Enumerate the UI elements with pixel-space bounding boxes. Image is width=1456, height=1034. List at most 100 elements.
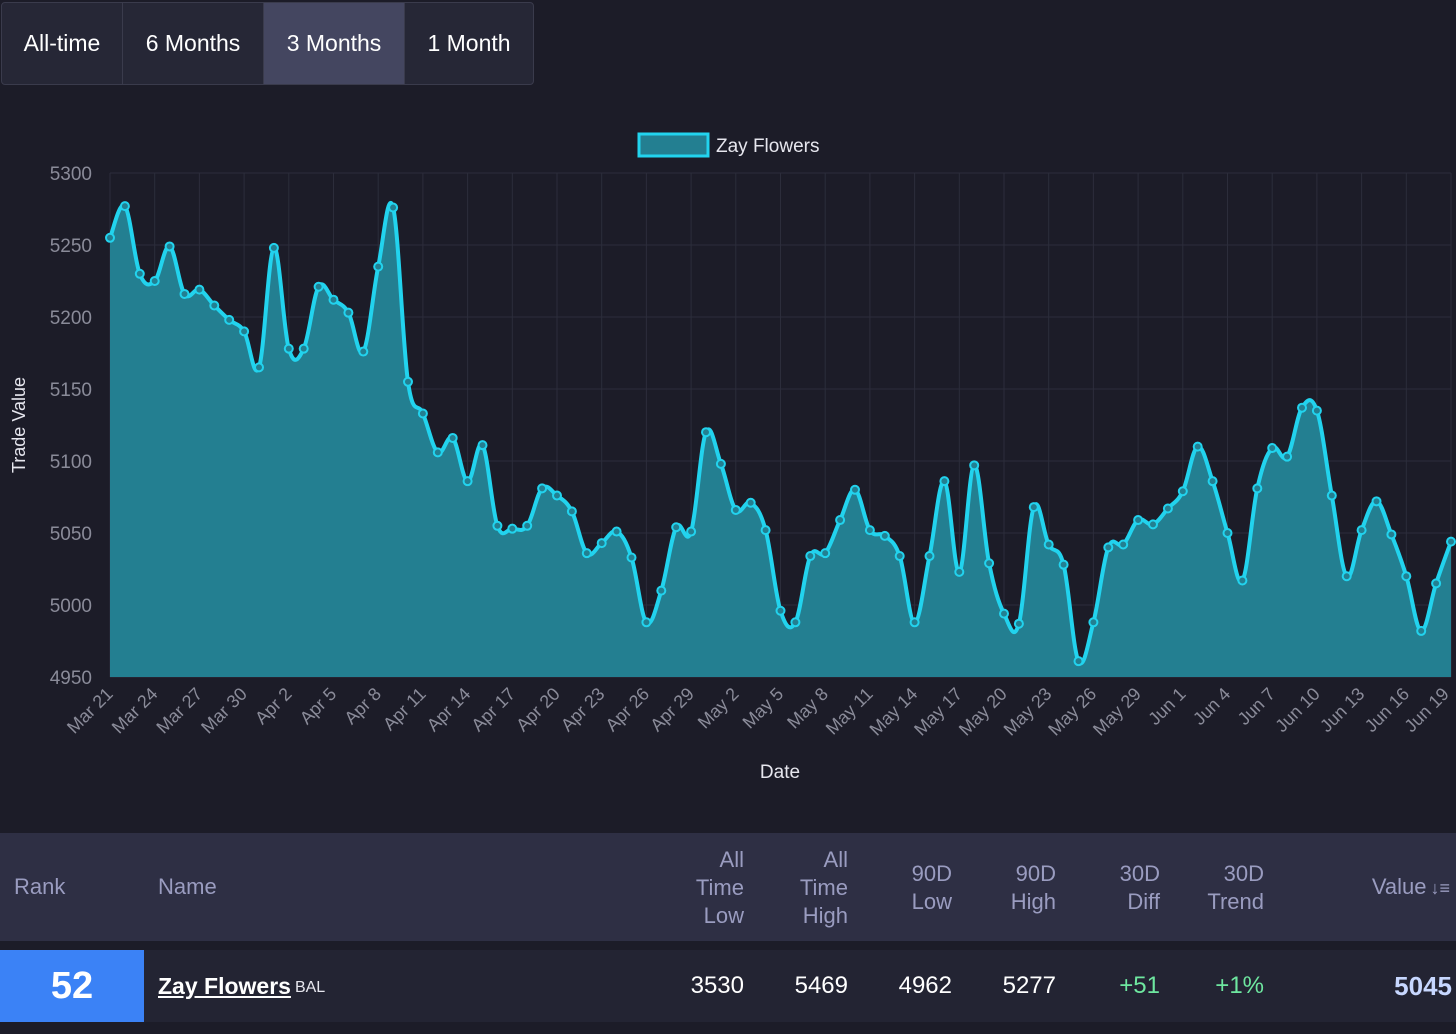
data-point[interactable] [1162, 503, 1173, 514]
data-point[interactable] [656, 585, 667, 596]
data-point[interactable] [641, 617, 652, 628]
data-point[interactable] [671, 522, 682, 533]
data-point[interactable] [209, 300, 220, 311]
data-point[interactable] [194, 284, 205, 295]
data-point[interactable] [1237, 575, 1248, 586]
data-point[interactable] [358, 346, 369, 357]
data-point[interactable] [119, 201, 130, 212]
data-point[interactable] [432, 447, 443, 458]
data-point[interactable] [864, 525, 875, 536]
data-point[interactable] [373, 261, 384, 272]
data-point[interactable] [552, 490, 562, 501]
chart-legend[interactable]: Zay Flowers [637, 132, 819, 158]
data-point[interactable] [730, 504, 741, 515]
data-point[interactable] [164, 241, 175, 252]
data-point[interactable] [522, 520, 533, 531]
data-point[interactable] [447, 432, 458, 443]
data-point[interactable] [701, 427, 711, 438]
data-point[interactable] [388, 202, 399, 213]
data-point[interactable] [1252, 483, 1263, 494]
header-90d-low[interactable]: 90D Low [912, 860, 952, 916]
header-all-time-low[interactable]: All Time Low [696, 846, 744, 930]
data-point[interactable] [1416, 625, 1427, 636]
data-point[interactable] [1148, 519, 1158, 530]
data-point[interactable] [1371, 496, 1382, 507]
data-point[interactable] [835, 515, 846, 526]
data-point[interactable] [1058, 559, 1069, 570]
player-name-link[interactable]: Zay Flowers [158, 972, 291, 999]
data-point[interactable] [1222, 528, 1233, 538]
data-point[interactable] [1043, 539, 1054, 550]
header-name[interactable]: Name [158, 874, 217, 899]
data-point[interactable] [686, 526, 697, 537]
data-point[interactable] [1073, 656, 1084, 667]
data-point[interactable] [894, 551, 905, 562]
data-point[interactable] [775, 605, 786, 616]
data-point[interactable] [969, 460, 980, 471]
data-point[interactable] [1103, 542, 1114, 553]
data-point[interactable] [417, 408, 428, 419]
data-point[interactable] [477, 440, 488, 451]
data-point[interactable] [537, 483, 548, 494]
header-30d-diff[interactable]: 30D Diff [1120, 860, 1160, 916]
header-rank[interactable]: Rank [14, 874, 66, 899]
data-point[interactable] [105, 232, 115, 243]
data-point[interactable] [283, 343, 294, 354]
table-row[interactable]: 52 Zay Flowers BAL 3530 5469 4962 5277 +… [0, 950, 1456, 1022]
data-point[interactable] [1118, 539, 1129, 550]
data-point[interactable] [179, 288, 190, 299]
data-point[interactable] [909, 617, 920, 628]
data-point[interactable] [805, 551, 816, 562]
data-point[interactable] [298, 343, 309, 354]
data-point[interactable] [581, 548, 592, 559]
data-point[interactable] [626, 552, 637, 563]
data-point[interactable] [1386, 529, 1397, 540]
tab-3-months[interactable]: 3 Months [264, 3, 405, 84]
data-point[interactable] [1356, 525, 1367, 536]
data-point[interactable] [566, 506, 577, 517]
data-point[interactable] [1177, 486, 1188, 497]
data-point[interactable] [1028, 502, 1039, 513]
data-point[interactable] [403, 376, 413, 387]
data-point[interactable] [939, 476, 950, 487]
data-point[interactable] [149, 276, 160, 286]
data-point[interactable] [596, 538, 607, 549]
data-point[interactable] [820, 548, 831, 559]
data-point[interactable] [1431, 578, 1442, 589]
header-all-time-high[interactable]: All Time High [800, 846, 848, 930]
data-point[interactable] [745, 497, 756, 508]
data-point[interactable] [879, 530, 890, 541]
data-point[interactable] [924, 551, 935, 562]
tab-all-time[interactable]: All-time [2, 3, 123, 84]
data-point[interactable] [1133, 515, 1144, 526]
data-point[interactable] [1192, 441, 1203, 452]
data-point[interactable] [224, 314, 235, 325]
data-point[interactable] [1326, 490, 1337, 501]
data-point[interactable] [134, 268, 145, 279]
data-point[interactable] [1297, 402, 1307, 413]
data-point[interactable] [328, 294, 339, 305]
tab-6-months[interactable]: 6 Months [123, 3, 264, 84]
data-point[interactable] [1267, 443, 1278, 454]
data-point[interactable] [1311, 405, 1322, 416]
data-point[interactable] [507, 523, 518, 534]
tab-1-month[interactable]: 1 Month [427, 30, 511, 56]
data-point[interactable] [313, 281, 324, 292]
data-point[interactable] [492, 520, 503, 531]
data-point[interactable] [1207, 476, 1218, 487]
data-point[interactable] [850, 484, 860, 495]
data-point[interactable] [954, 566, 965, 577]
data-point[interactable] [239, 326, 250, 337]
data-point[interactable] [268, 242, 279, 253]
data-point[interactable] [1088, 617, 1099, 628]
data-point[interactable] [760, 525, 771, 536]
header-30d-trend[interactable]: 30D Trend [1207, 860, 1264, 916]
data-point[interactable] [1282, 451, 1293, 462]
data-point[interactable] [1013, 618, 1024, 629]
sort-desc-icon[interactable]: ↓≡ [1430, 878, 1450, 898]
data-point[interactable] [1341, 571, 1352, 582]
data-point[interactable] [254, 362, 264, 373]
data-point[interactable] [715, 458, 726, 469]
header-90d-high[interactable]: 90D High [1011, 860, 1056, 916]
data-point[interactable] [343, 307, 354, 318]
